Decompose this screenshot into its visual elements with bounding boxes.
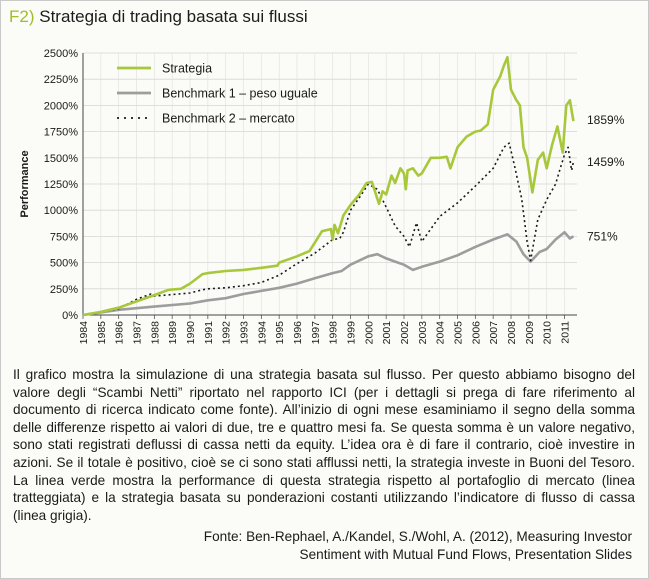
line-chart: 0% 250% 500% 750% 1000% 1250% 1500% 1750% 2000% 2…: [19, 48, 625, 344]
y-tick-label: 1750%: [44, 127, 78, 139]
x-tick-label: 1997: [310, 321, 322, 345]
grid: [82, 52, 577, 316]
y-tick-label: 250%: [50, 284, 78, 296]
figure-code: F2): [9, 7, 35, 26]
legend-label: Benchmark 2 – mercato: [162, 112, 295, 126]
x-tick-label: 1988: [149, 321, 161, 345]
x-tick-label: 1991: [203, 321, 215, 345]
y-tick-label: 750%: [50, 231, 78, 243]
y-tick-label: 1500%: [44, 153, 78, 165]
axes: 0% 250% 500% 750% 1000% 1250% 1500% 1750% 2000% 2…: [44, 48, 577, 344]
x-tick-label: 1987: [132, 321, 144, 345]
y-tick-label: 2500%: [44, 48, 78, 60]
x-tick-label: 2011: [560, 321, 572, 344]
x-tick-label: 2006: [470, 321, 482, 345]
y-tick-label: 500%: [50, 258, 78, 270]
end-labels: 1859% 1459% 751%: [587, 113, 625, 243]
series-group: [82, 55, 575, 317]
legend: Strategia Benchmark 1 – peso uguale Benchm…: [117, 62, 318, 126]
x-tick-label: 2010: [542, 321, 554, 345]
x-tick-label: 2004: [435, 321, 447, 345]
y-tick-label: 2000%: [44, 100, 78, 112]
legend-label: Benchmark 1 – peso uguale: [162, 87, 318, 101]
y-tick-label: 0%: [62, 310, 78, 322]
source-note: Fonte: Ben-Rephael, A./Kandel, S./Wohl, …: [203, 529, 632, 562]
x-tick-label: 2000: [363, 321, 375, 345]
x-tick-label: 1984: [78, 321, 90, 345]
x-tick-label: 1990: [185, 321, 197, 345]
series-line-bench2: [82, 142, 575, 316]
figure-caption: Il grafico mostra la simulazione di una …: [13, 367, 635, 523]
end-value-label: 1859%: [587, 113, 625, 127]
end-value-label: 751%: [587, 229, 618, 243]
legend-label: Strategia: [162, 62, 212, 76]
series-line-bench1: [82, 230, 575, 317]
x-tick-label: 1994: [256, 321, 268, 345]
series-line-strategia: [82, 55, 575, 317]
end-value-label: 1459%: [587, 155, 625, 169]
x-tick-label: 1996: [292, 321, 304, 345]
x-tick-label: 1998: [328, 321, 340, 345]
y-tick-label: 1000%: [44, 205, 78, 217]
figure-header: F2) Strategia di trading basata sui flus…: [9, 7, 308, 27]
x-tick-label: 2005: [453, 321, 465, 345]
x-tick-label: 1986: [114, 321, 126, 345]
y-tick-label: 1250%: [44, 179, 78, 191]
x-tick-label: 1989: [167, 321, 179, 345]
x-tick-label: 2002: [399, 321, 411, 345]
figure-title: Strategia di trading basata sui flussi: [39, 7, 308, 26]
x-tick-label: 1993: [239, 321, 251, 345]
x-tick-label: 1985: [96, 321, 108, 345]
x-tick-label: 2009: [524, 321, 536, 345]
x-tick-label: 2003: [417, 321, 429, 345]
x-tick-label: 2001: [381, 321, 393, 345]
x-tick-label: 1992: [221, 321, 233, 345]
x-tick-label: 1999: [346, 321, 358, 345]
y-tick-label: 2250%: [44, 74, 78, 86]
x-tick-label: 2007: [488, 321, 500, 345]
y-axis-label: Performance: [19, 150, 31, 217]
x-tick-label: 1995: [274, 321, 286, 345]
x-tick-label: 2008: [506, 321, 518, 345]
